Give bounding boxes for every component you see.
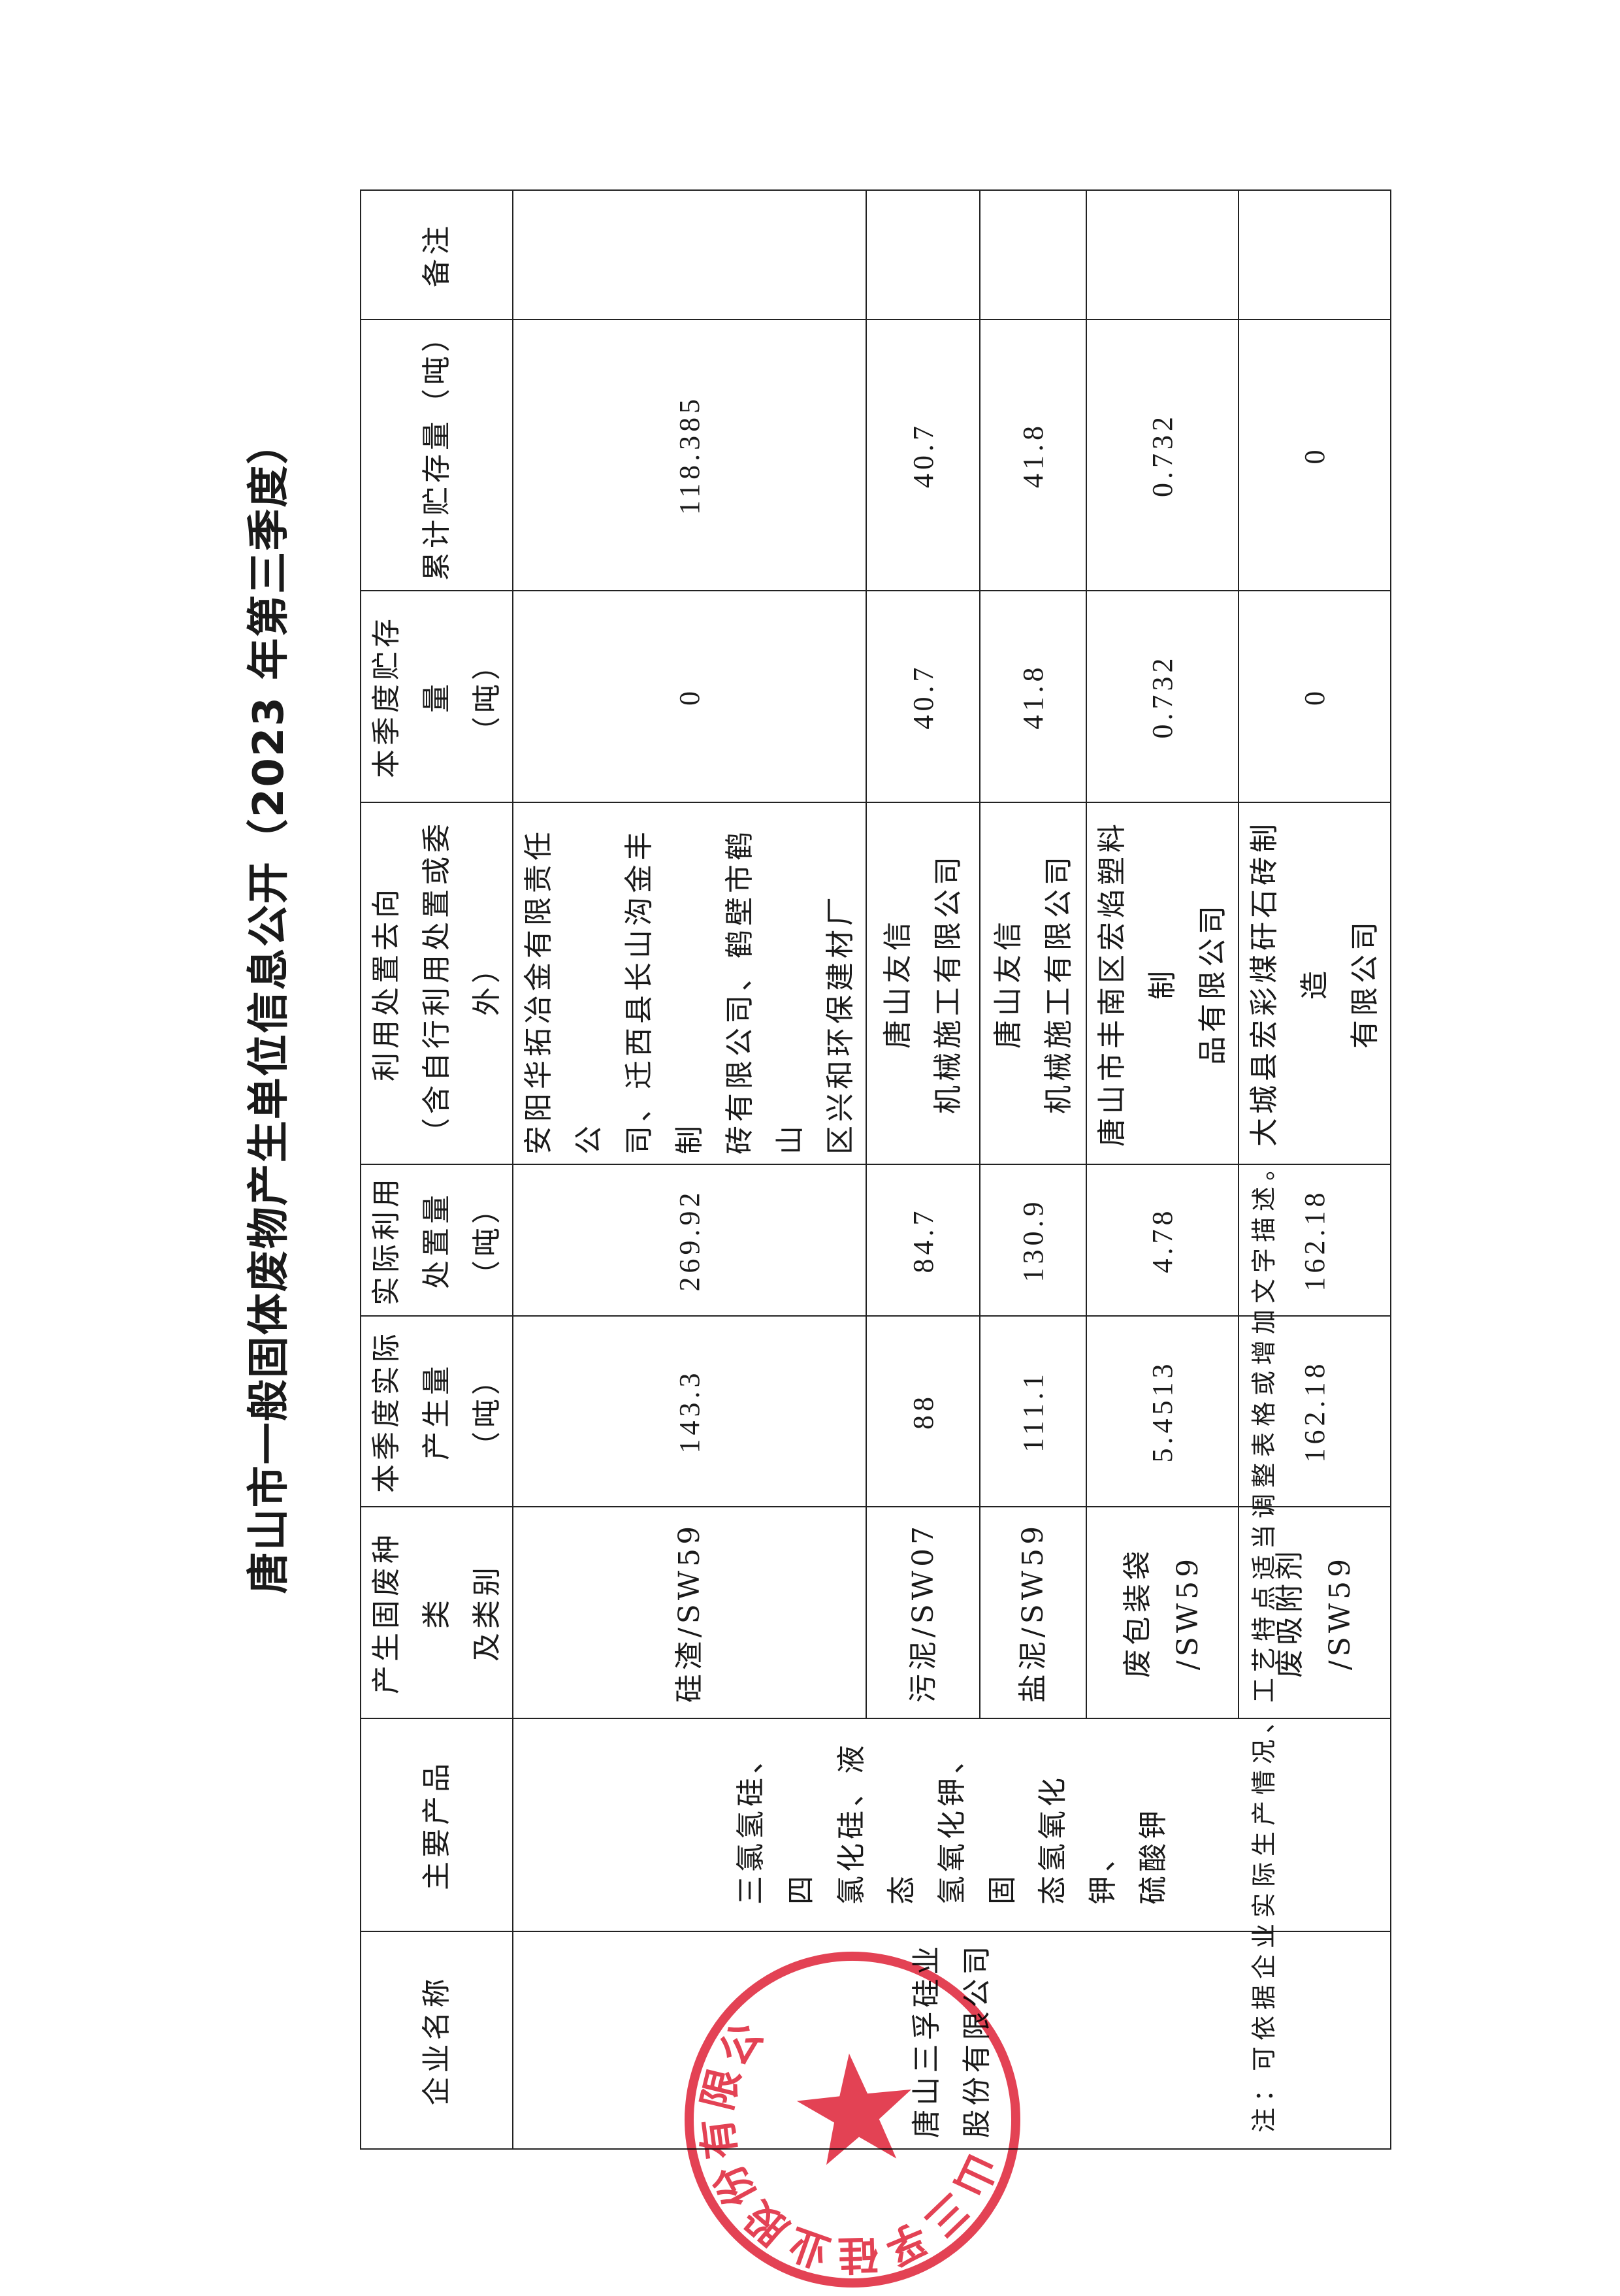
header-utilized: 实际利用 处置量 （吨）: [361, 1164, 513, 1316]
header-destination: 利用处置去向 （含自行利用处置或委 外）: [361, 802, 513, 1164]
header-waste-type: 产生固废种类 及类别: [361, 1507, 513, 1718]
generated-cell: 5.4513: [1086, 1316, 1239, 1507]
waste-type-cell: 废包装袋 /SW59: [1086, 1507, 1239, 1718]
header-generated: 本季度实际 产生量（吨）: [361, 1316, 513, 1507]
remark-cell: [1086, 190, 1239, 320]
destination-cell: 唐山友信 机械施工有限公司: [980, 802, 1086, 1164]
seal-ring: [685, 1952, 1020, 2288]
total-storage-cell: 0: [1239, 320, 1391, 591]
page-title: 唐山市一般固体废物产生单位信息公开（2023 年第三季度）: [245, 421, 293, 1594]
star-icon: [796, 2053, 912, 2165]
generated-cell: 143.3: [513, 1316, 866, 1507]
utilized-cell: 130.9: [980, 1164, 1086, 1316]
header-main-products: 主要产品: [361, 1718, 513, 1931]
remark-cell: [866, 190, 980, 320]
generated-cell: 88: [866, 1316, 980, 1507]
table-row: 唐山三孚硅业 股份有限公司 三氯氢硅、四 氯化硅、液态 氢氧化钾、固 态氢氧化钾…: [513, 190, 1391, 2149]
utilized-cell: 269.92: [513, 1164, 866, 1316]
utilized-cell: 4.78: [1086, 1164, 1239, 1316]
header-row: 企业名称 主要产品 产生固废种类 及类别 本季度实际 产生量（吨） 实际利用 处…: [361, 190, 513, 2149]
waste-type-cell: 污泥/SW07: [866, 1507, 980, 1718]
quarter-storage-cell: 0.732: [1086, 591, 1239, 802]
destination-cell: 安阳华拓冶金有限责任公 司、迁西县长山沟金丰制 砖有限公司、鹤壁市鹤山 区兴和环…: [513, 802, 866, 1164]
quarter-storage-cell: 41.8: [980, 591, 1086, 802]
utilized-cell: 84.7: [866, 1164, 980, 1316]
generated-cell: 111.1: [980, 1316, 1086, 1507]
total-storage-cell: 118.385: [513, 320, 866, 591]
remark-cell: [980, 190, 1086, 320]
remark-cell: [1239, 190, 1391, 320]
header-total-storage: 累计贮存量（吨）: [361, 320, 513, 591]
total-storage-cell: 41.8: [980, 320, 1086, 591]
waste-type-cell: 硅渣/SW59: [513, 1507, 866, 1718]
destination-cell: 唐山市丰南区宏焰塑料制 品有限公司: [1086, 802, 1239, 1164]
quarter-storage-cell: 0: [1239, 591, 1391, 802]
header-company-name: 企业名称: [361, 1931, 513, 2149]
remark-cell: [513, 190, 866, 320]
seal-arc-text: 唐山三孚硅业股份有限公司: [676, 2009, 1029, 2296]
waste-type-cell: 盐泥/SW59: [980, 1507, 1086, 1718]
footnote: 注：可依据企业实际生产情况、工艺特点适当调整表格或增加文字描述。: [1250, 1149, 1278, 2133]
waste-info-table: 企业名称 主要产品 产生固废种类 及类别 本季度实际 产生量（吨） 实际利用 处…: [360, 189, 1391, 2150]
quarter-storage-cell: 0: [513, 591, 866, 802]
total-storage-cell: 0.732: [1086, 320, 1239, 591]
header-remark: 备注: [361, 190, 513, 320]
destination-cell: 唐山友信 机械施工有限公司: [866, 802, 980, 1164]
quarter-storage-cell: 40.7: [866, 591, 980, 802]
destination-cell: 大城县宏彩煤矸石砖制造 有限公司: [1239, 802, 1391, 1164]
total-storage-cell: 40.7: [866, 320, 980, 591]
header-quarter-storage: 本季度贮存量 （吨）: [361, 591, 513, 802]
company-seal-stamp: 唐山三孚硅业股份有限公司: [676, 1952, 1029, 2296]
